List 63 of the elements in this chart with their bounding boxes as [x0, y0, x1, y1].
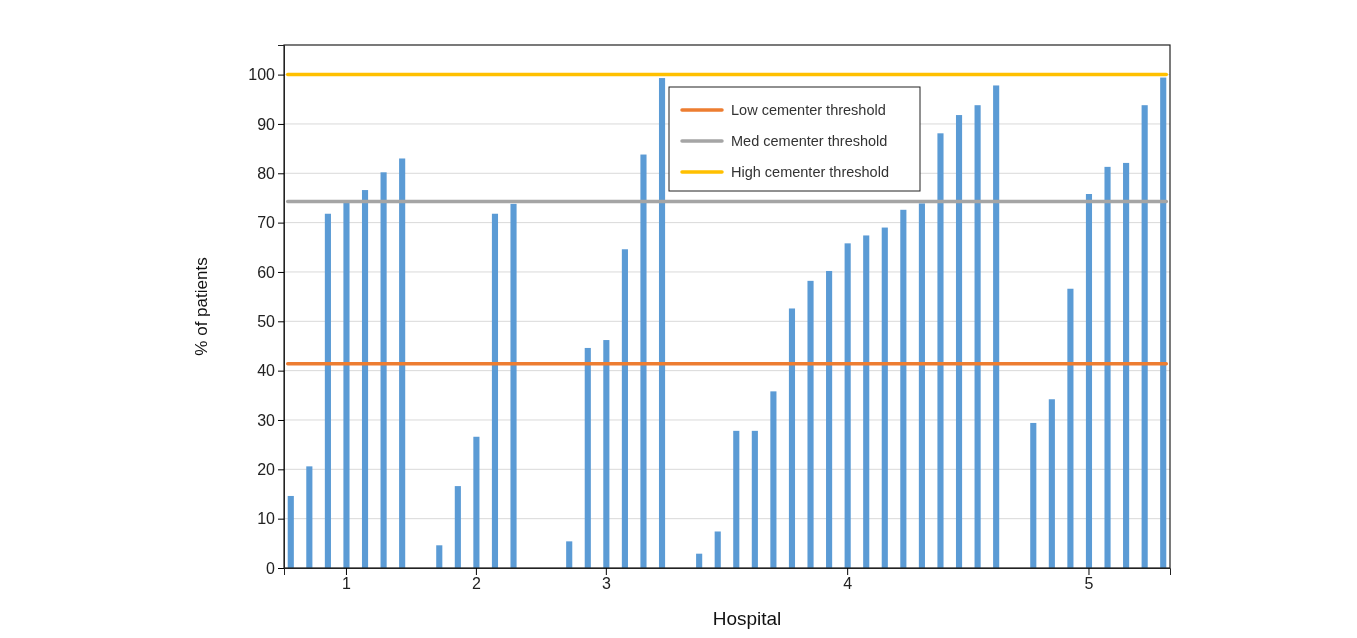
- bar: [955, 115, 963, 568]
- bar: [751, 430, 758, 568]
- bar: [584, 347, 591, 568]
- y-tick-label: 60: [257, 263, 276, 281]
- bar: [436, 545, 443, 568]
- y-tick-label: 40: [257, 362, 276, 380]
- bar: [826, 270, 833, 568]
- bar: [918, 203, 925, 568]
- x-tick-label: 5: [1084, 575, 1094, 593]
- bar: [287, 495, 294, 568]
- y-tick-label: 0: [266, 559, 276, 577]
- bar: [900, 209, 907, 568]
- bar: [361, 190, 369, 568]
- bar: [1048, 399, 1055, 568]
- bar: [566, 541, 573, 568]
- bar: [1067, 288, 1074, 568]
- bar: [974, 105, 981, 568]
- bar: [454, 486, 461, 568]
- bar: [473, 436, 480, 568]
- x-tick-label: 3: [601, 575, 611, 593]
- y-tick-label: 10: [257, 510, 276, 528]
- bar: [343, 202, 350, 568]
- bar: [844, 243, 851, 568]
- bar: [658, 78, 666, 568]
- bar: [937, 133, 944, 568]
- bar: [1123, 162, 1130, 568]
- y-tick-label: 20: [257, 460, 276, 478]
- y-tick-label: 90: [257, 115, 276, 133]
- bar: [640, 154, 647, 568]
- x-axis-title: Hospital: [712, 608, 782, 629]
- bar: [380, 172, 387, 568]
- x-tick-label: 2: [471, 575, 481, 593]
- bar: [733, 430, 740, 568]
- bar: [306, 466, 313, 568]
- x-tick-label: 4: [843, 575, 853, 593]
- bar: [714, 531, 721, 568]
- bar: [1104, 166, 1111, 568]
- bar: [1160, 77, 1167, 568]
- y-tick-label: 70: [257, 214, 276, 232]
- bar: [324, 213, 331, 568]
- bar: [621, 249, 628, 568]
- bar: [770, 391, 777, 568]
- bar: [863, 235, 870, 568]
- bar: [807, 280, 814, 568]
- bar: [1141, 105, 1148, 568]
- bar: [993, 85, 1000, 568]
- bar: [603, 340, 610, 568]
- bar: [510, 203, 517, 568]
- x-tick-label: 1: [342, 575, 352, 593]
- y-tick-label: 80: [257, 164, 276, 182]
- bar: [491, 213, 499, 568]
- legend-label: Low cementer threshold: [731, 102, 886, 118]
- y-tick-label: 100: [248, 66, 276, 84]
- y-axis-title: % of patients: [192, 257, 211, 356]
- y-tick-label: 50: [257, 312, 276, 330]
- bar: [1030, 422, 1037, 568]
- bar: [399, 158, 406, 568]
- legend-label: High cementer threshold: [731, 164, 889, 180]
- legend-label: Med cementer threshold: [731, 133, 888, 149]
- y-tick-label: 30: [257, 411, 276, 429]
- bar: [1085, 194, 1093, 568]
- bar: [881, 227, 888, 568]
- bar: [788, 308, 796, 568]
